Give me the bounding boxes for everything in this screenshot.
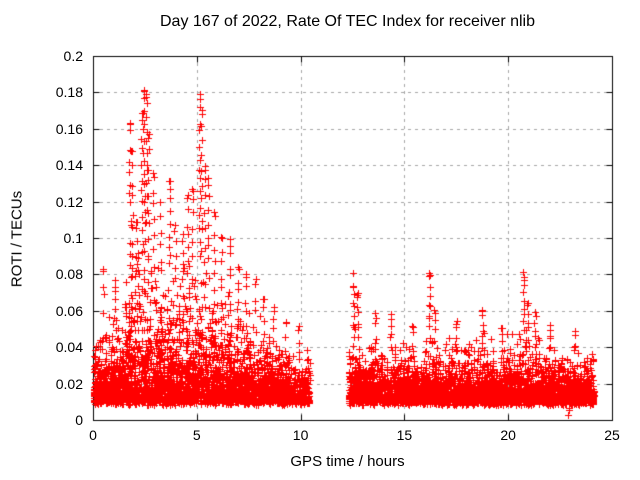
y-tick-label: 0	[75, 412, 83, 428]
x-tick-label: 25	[604, 427, 620, 443]
y-tick-label: 0.08	[55, 266, 83, 283]
y-tick-label: 0.06	[55, 302, 83, 319]
y-tick-label: 0.04	[55, 339, 83, 356]
x-axis-label: GPS time / hours	[290, 453, 405, 470]
x-tick-label: 5	[192, 427, 201, 443]
x-tick-label: 15	[396, 427, 413, 443]
y-tick-label: 0.14	[55, 157, 83, 174]
y-tick-label: 0.02	[55, 375, 83, 392]
x-tick-label: 20	[500, 427, 516, 443]
y-tick-label: 0.1	[63, 230, 83, 246]
y-tick-label: 0.2	[63, 48, 83, 64]
x-tick-label: 10	[292, 427, 309, 443]
chart-title: Day 167 of 2022, Rate Of TEC Index for r…	[160, 13, 536, 30]
y-tick-label: 0.16	[55, 120, 83, 137]
y-tick-label: 0.12	[55, 193, 83, 210]
x-tick-label: 0	[89, 427, 97, 443]
y-tick-label: 0.18	[55, 84, 83, 101]
